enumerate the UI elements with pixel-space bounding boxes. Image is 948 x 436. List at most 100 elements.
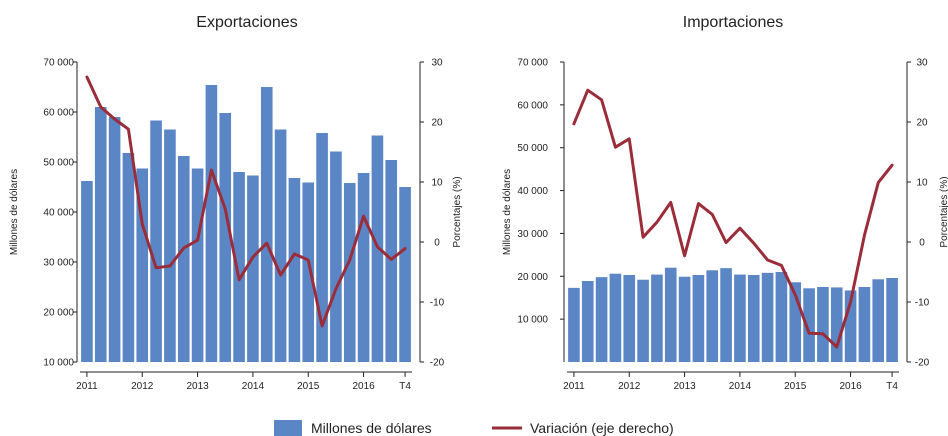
bar	[775, 272, 788, 362]
bar	[609, 273, 622, 362]
bar	[886, 278, 898, 362]
left-tick-label: 60 000	[43, 108, 74, 119]
right-tick-label: -10	[915, 298, 930, 309]
left-tick-label: 20 000	[43, 308, 74, 319]
bar	[720, 268, 732, 362]
y2-axis-label: Porcentajes (%)	[939, 176, 948, 247]
right-tick-label: 20	[431, 118, 443, 129]
bar	[205, 85, 218, 362]
bar	[872, 279, 885, 362]
bar	[568, 287, 580, 362]
x-tick-label: 2013	[186, 381, 209, 392]
bar	[623, 275, 636, 362]
left-tick-label: 40 000	[43, 208, 74, 219]
legend-bars-label: Millones de dólares	[311, 420, 432, 436]
bar	[247, 175, 259, 362]
bar	[164, 129, 176, 362]
right-tick-label: 10	[916, 178, 928, 189]
left-tick-label: 10 000	[517, 315, 548, 326]
x-tick-label: 2014	[729, 381, 752, 392]
y-axis-label: Millones de dólares	[502, 169, 513, 255]
x-tick-label: T4	[399, 381, 411, 392]
left-tick-label: 70 000	[43, 58, 74, 69]
bar	[761, 272, 774, 362]
x-tick-label: 2014	[242, 381, 265, 392]
right-tick-label: 10	[431, 178, 443, 189]
right-tick-label: 0	[919, 238, 925, 249]
bar	[316, 133, 328, 362]
bar	[108, 117, 121, 362]
x-tick-label: 2015	[784, 381, 807, 392]
bar	[817, 287, 829, 362]
bar	[858, 287, 871, 362]
bar	[789, 282, 802, 362]
bar	[678, 276, 691, 362]
right-tick-label: 20	[916, 118, 928, 129]
right-tick-label: 30	[916, 58, 928, 69]
bar	[94, 107, 107, 362]
bar	[233, 172, 245, 362]
bar	[219, 113, 232, 362]
bar	[706, 270, 719, 362]
x-tick-label: 2016	[839, 381, 862, 392]
bar	[81, 181, 93, 362]
right-tick-label: -20	[915, 358, 930, 369]
legend-line-label: Variación (eje derecho)	[530, 420, 674, 436]
chart-title: Exportaciones	[196, 14, 297, 31]
right-tick-label: -10	[430, 298, 445, 309]
bar	[288, 178, 301, 362]
right-tick-label: 30	[431, 58, 443, 69]
bar	[803, 288, 815, 362]
left-tick-label: 60 000	[517, 100, 548, 111]
bar	[844, 290, 857, 362]
x-tick-label: 2016	[352, 381, 375, 392]
left-tick-label: 10 000	[43, 358, 74, 369]
bar	[399, 187, 411, 362]
bar	[274, 129, 287, 362]
x-tick-label: 2012	[131, 381, 154, 392]
x-tick-label: 2015	[297, 381, 320, 392]
bar	[260, 87, 273, 362]
bar	[191, 168, 204, 362]
bar	[830, 287, 843, 362]
bar	[747, 275, 760, 362]
exportaciones-chart: Exportaciones 10 000 20 000 30 000 40 000 50 …	[9, 14, 463, 392]
right-tick-label: -20	[430, 358, 445, 369]
y-axis-label: Millones de dólares	[9, 169, 20, 255]
bar	[651, 274, 663, 362]
bar	[150, 120, 162, 362]
x-tick-label: 2013	[673, 381, 696, 392]
bar	[734, 274, 746, 362]
x-tick-label: T4	[886, 381, 898, 392]
x-tick-label: 2012	[618, 381, 641, 392]
bar	[357, 173, 370, 362]
left-tick-label: 50 000	[43, 158, 74, 169]
bar	[595, 277, 608, 362]
bar	[177, 156, 190, 362]
bar	[581, 281, 594, 362]
chart-title: Importaciones	[683, 14, 784, 31]
legend-bar-swatch	[274, 420, 302, 436]
bar	[122, 153, 135, 362]
bar	[664, 267, 677, 362]
bar	[692, 275, 705, 362]
left-tick-label: 70 000	[517, 58, 548, 69]
bar	[385, 160, 398, 362]
left-tick-label: 40 000	[517, 186, 548, 197]
right-tick-label: 0	[434, 238, 440, 249]
bar	[330, 151, 342, 362]
importaciones-chart: Importaciones 10 000 20 000 30 000 40 000 50 …	[502, 14, 948, 392]
left-tick-label: 30 000	[517, 229, 548, 240]
left-tick-label: 30 000	[43, 258, 74, 269]
legend: Millones de dólares Variación (eje derec…	[274, 420, 674, 436]
bar	[637, 279, 649, 362]
bar	[136, 168, 149, 362]
y2-axis-label: Porcentajes (%)	[452, 176, 463, 247]
variation-line	[572, 88, 894, 349]
left-tick-label: 20 000	[517, 272, 548, 283]
left-tick-label: 50 000	[517, 143, 548, 154]
bar	[302, 182, 315, 362]
bar	[343, 183, 356, 362]
x-tick-label: 2011	[76, 381, 98, 392]
